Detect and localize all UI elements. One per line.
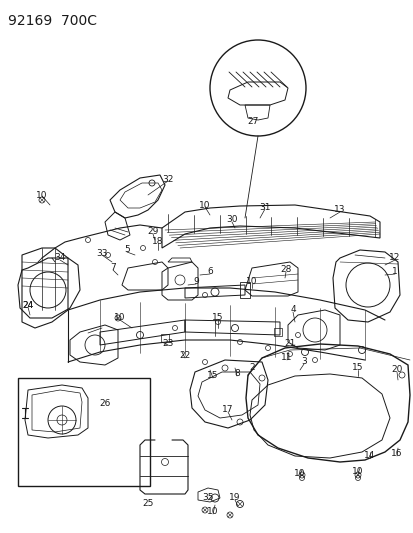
Text: 10: 10: [36, 191, 47, 200]
Text: 22: 22: [179, 351, 190, 360]
Text: 1: 1: [391, 268, 397, 277]
Text: 26: 26: [99, 399, 110, 408]
Text: 14: 14: [363, 451, 375, 461]
Text: 10: 10: [351, 467, 363, 477]
Text: 29: 29: [147, 228, 158, 237]
Text: 9: 9: [192, 278, 198, 287]
Text: 18: 18: [152, 237, 164, 246]
Text: 27: 27: [247, 117, 258, 126]
Text: 8: 8: [234, 369, 239, 378]
Text: 92169  700C: 92169 700C: [8, 14, 97, 28]
Text: 15: 15: [207, 372, 218, 381]
Text: 7: 7: [110, 263, 116, 272]
Text: 17: 17: [222, 406, 233, 415]
Text: 31: 31: [259, 203, 270, 212]
Text: 2: 2: [249, 362, 254, 372]
Text: 25: 25: [142, 498, 153, 507]
Text: 21: 21: [284, 340, 295, 349]
Text: 10: 10: [207, 507, 218, 516]
Text: 13: 13: [333, 206, 345, 214]
Text: 23: 23: [162, 338, 173, 348]
Text: 33: 33: [96, 248, 107, 257]
Text: 6: 6: [206, 268, 212, 277]
Text: 28: 28: [280, 265, 291, 274]
Text: 30: 30: [225, 215, 237, 224]
Text: 19: 19: [229, 494, 240, 503]
Text: 10: 10: [294, 469, 305, 478]
Text: 34: 34: [54, 254, 66, 262]
Bar: [161, 334, 169, 342]
Text: 15: 15: [351, 364, 363, 373]
Text: 3: 3: [300, 358, 306, 367]
Text: 12: 12: [388, 254, 400, 262]
Text: 24: 24: [22, 301, 33, 310]
Bar: [18, 378, 150, 486]
Text: 4: 4: [290, 305, 295, 314]
Text: 10: 10: [199, 200, 210, 209]
Text: 32: 32: [162, 174, 173, 183]
Text: 10: 10: [246, 278, 257, 287]
Text: 24: 24: [22, 301, 33, 310]
Text: 11: 11: [280, 353, 292, 362]
Text: 15: 15: [212, 313, 223, 322]
Text: 35: 35: [202, 494, 213, 503]
Text: 5: 5: [124, 246, 130, 254]
Text: 16: 16: [390, 449, 402, 458]
Bar: [273, 328, 281, 336]
Text: 10: 10: [114, 313, 126, 322]
Text: 20: 20: [390, 366, 402, 375]
